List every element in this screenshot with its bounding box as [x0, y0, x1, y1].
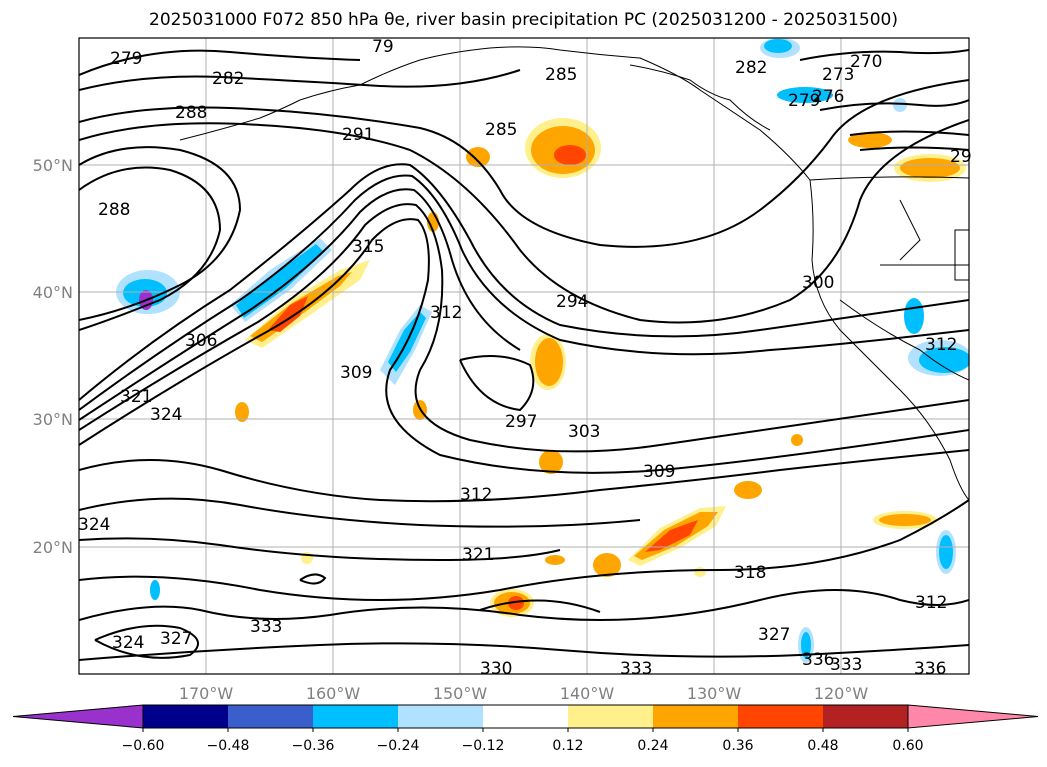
- lon-ticks: 170°W 160°W 150°W 140°W 130°W 120°W: [179, 684, 869, 703]
- lat-tick-label: 20°N: [33, 538, 73, 557]
- contour-label: 321: [120, 387, 152, 407]
- contour-label: 309: [643, 462, 675, 482]
- colorbar-bin: [228, 705, 313, 728]
- colorbar-frame: [142, 704, 909, 729]
- contour-label: 327: [758, 625, 790, 645]
- colorbar-extend-high: [907, 704, 1039, 729]
- colorbar-bin: [823, 705, 908, 728]
- contour-label: 279: [110, 49, 142, 69]
- contour-label: 297: [505, 412, 537, 432]
- contour-labels: 279 79 282 288 291 285 285 282 273 270 2…: [78, 37, 972, 679]
- contour-label: 303: [568, 422, 600, 442]
- chart-title: 2025031000 F072 850 hPa θe, river basin …: [149, 10, 898, 30]
- lon-tick-label: 130°W: [687, 684, 742, 703]
- colorbar-tick-label: 0.60: [892, 738, 923, 754]
- colorbar-bin: [143, 705, 228, 728]
- theta-e-contours: [79, 49, 969, 661]
- contour-label: 300: [802, 273, 834, 293]
- colorbar-tick-label: −0.60: [122, 738, 165, 754]
- coastlines: [179, 46, 969, 501]
- contour-label: 294: [556, 292, 588, 312]
- colorbar-tick-label: −0.36: [292, 738, 335, 754]
- contour-label: 324: [112, 633, 144, 653]
- contour-label: 333: [620, 659, 652, 679]
- lon-tick-label: 170°W: [179, 684, 234, 703]
- colorbar-tick-label: 0.48: [807, 738, 838, 754]
- contour-label: 312: [460, 485, 492, 505]
- contour-label: 315: [352, 237, 384, 257]
- contour-label: 282: [735, 58, 767, 78]
- colorbar-tick-label: 0.12: [552, 738, 583, 754]
- contour-label: 306: [185, 331, 217, 351]
- contour-label: 79: [372, 37, 394, 57]
- contour-label: 330: [480, 659, 512, 679]
- colorbar-bin: [568, 705, 653, 728]
- contour-label: 291: [342, 125, 374, 145]
- contour-label: 336: [914, 659, 946, 679]
- colorbar-bin: [483, 705, 568, 728]
- contour-label: 321: [462, 545, 494, 565]
- lat-tick-label: 40°N: [33, 283, 73, 302]
- colorbar-bin: [738, 705, 823, 728]
- colorbar-tick-label: −0.24: [377, 738, 420, 754]
- colorbar-tick-label: −0.12: [462, 738, 505, 754]
- contour-label: 309: [340, 363, 372, 383]
- contour-label: 318: [734, 563, 766, 583]
- contour-label: 273: [822, 65, 854, 85]
- contour-label: 270: [850, 52, 882, 72]
- contour-label: 324: [150, 405, 182, 425]
- contour-label: 285: [545, 65, 577, 85]
- lon-tick-label: 120°W: [814, 684, 869, 703]
- contour-label: 324: [78, 515, 110, 535]
- contour-label: 29: [950, 147, 972, 167]
- contour-label: 282: [212, 69, 244, 89]
- colorbar-tick-label: 0.24: [637, 738, 668, 754]
- map-frame: [78, 37, 970, 675]
- lon-tick-label: 140°W: [560, 684, 615, 703]
- colorbar: −0.60 −0.48 −0.36 −0.24 −0.12 0.12 0.24 0.36 0.4…: [12, 704, 1039, 754]
- lat-tick-label: 50°N: [33, 156, 73, 175]
- contour-label: 288: [175, 103, 207, 123]
- lat-tick-label: 30°N: [33, 410, 73, 429]
- colorbar-tick-label: 0.36: [722, 738, 753, 754]
- contour-label: 285: [485, 120, 517, 140]
- lon-tick-label: 160°W: [306, 684, 361, 703]
- contour-label: 288: [98, 200, 130, 220]
- lon-tick-label: 150°W: [433, 684, 488, 703]
- colorbar-bin: [313, 705, 398, 728]
- contour-label: 312: [915, 593, 947, 613]
- contour-label: 279: [788, 91, 820, 111]
- map-panel: [79, 38, 969, 674]
- colorbar-bin: [398, 705, 483, 728]
- contour-label: 276: [812, 87, 844, 107]
- contour-label: 312: [430, 303, 462, 323]
- colorbar-extend-low: [12, 704, 144, 729]
- colorbar-bin: [653, 705, 738, 728]
- contour-label: 336: [802, 650, 834, 670]
- lat-ticks: 50°N 40°N 30°N 20°N: [33, 156, 73, 557]
- contour-label: 333: [250, 617, 282, 637]
- colorbar-tick-label: −0.48: [207, 738, 250, 754]
- contour-label: 327: [160, 629, 192, 649]
- contour-label: 312: [925, 335, 957, 355]
- contour-label: 333: [830, 655, 862, 675]
